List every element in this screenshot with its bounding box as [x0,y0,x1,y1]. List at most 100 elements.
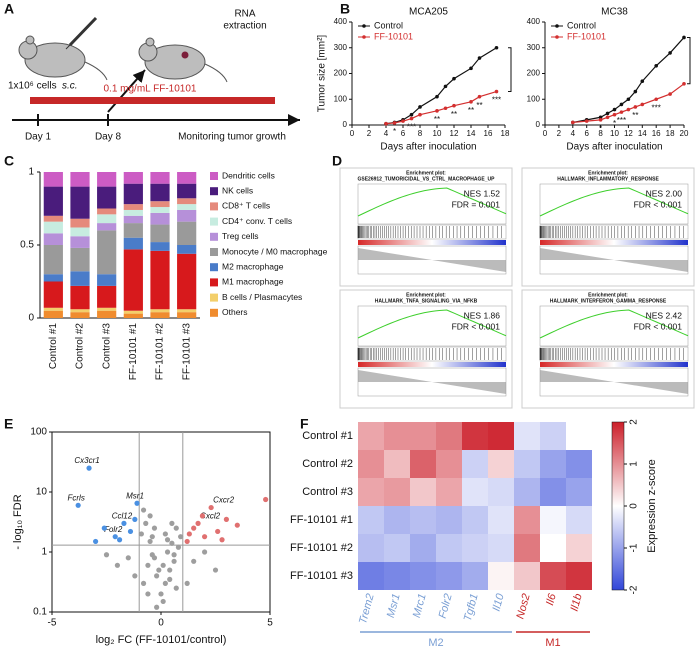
heatmap-cell [566,562,592,590]
heatmap-cell [358,450,384,478]
significance: * [599,124,602,133]
significance: ** [451,110,457,119]
x-tick-label: 18 [666,129,675,138]
heatmap-cell [514,506,540,534]
x-axis-label: Days after inoculation [380,142,476,153]
legend-swatch [210,248,218,256]
series-line [572,37,685,124]
heatmap-cell [488,450,514,478]
gsea-rank-metric [540,370,688,394]
bar-segment [97,208,117,215]
data-point [140,580,147,586]
bar-segment [70,285,90,310]
significance: * [393,127,396,136]
y-tick-label: 100 [334,94,348,103]
legend-swatch [210,293,218,302]
legend-swatch [210,202,218,211]
data-point [584,119,589,123]
data-point [640,102,645,107]
x-tick-label: -5 [48,618,57,629]
data-point [164,537,171,543]
data-point [494,45,499,50]
bar-segment [123,313,143,318]
bar-segment [43,281,63,308]
x-tick-label: 12 [624,129,633,138]
legend-swatch [210,278,218,287]
data-point [158,591,164,597]
data-point [127,528,134,535]
data-point [175,544,182,550]
gsea-curve [539,309,689,339]
heatmap-cell [358,506,384,534]
x-tick-label: 14 [638,129,647,138]
mouse [144,44,206,80]
data-point [145,591,151,597]
heatmap-cell [436,450,462,478]
syringe [68,16,98,47]
y-tick-label: 0 [536,120,541,129]
x-tick-label: FF-10101 #3 [181,323,192,381]
tumor [181,51,189,59]
bar-segment [150,183,170,202]
gsea-plot: Enrichment plot:GSE26912_TUMORICIDAL_VS_… [339,167,513,287]
bar-segment [177,198,197,205]
data-point [199,513,206,519]
bar-segment [177,312,197,318]
bar-segment [97,214,117,224]
data-point [418,105,422,109]
data-point [401,119,405,123]
bar-segment [177,253,197,310]
legend-marker [555,35,559,39]
series-line [572,83,685,124]
bar-segment [97,307,117,311]
data-point [101,525,107,531]
data-point [156,567,162,573]
x-tick-label: 4 [384,129,389,138]
legend-label: Dendritic cells [222,170,275,180]
x-tick-label: 16 [652,129,661,138]
column-label: Nos2 [514,592,532,620]
x-tick-label: 8 [418,129,423,138]
row-label: Control #3 [302,486,353,498]
data-point [633,105,638,109]
data-point [409,112,414,117]
colorbar-tick-label: 0 [629,503,640,509]
gsea-curve [357,309,507,339]
gsea-es-box [539,183,689,225]
heatmap-cell [410,450,436,478]
bar-segment [123,249,143,311]
heatmap-cell [488,478,514,506]
data-point [443,106,448,111]
gsea-title: HALLMARK_INFLAMMATORY_RESPONSE [557,176,659,182]
data-point [654,97,658,102]
data-point [598,115,603,120]
point-label: Cxcr2 [213,496,234,505]
colorbar [611,421,625,591]
bar-segment [43,186,63,216]
y-tick-label: 1 [41,547,47,558]
heatmap-cell [358,422,384,450]
column-label: Il6 [544,592,559,607]
column-label: Tgfb1 [462,592,481,622]
bar-segment [70,172,90,187]
bar-segment [123,204,143,210]
data-point [212,567,219,573]
data-point [202,549,208,555]
significance: ** [468,106,474,115]
bar-segment [123,237,143,250]
bar-segment [177,245,197,254]
x-tick-label: Control #3 [101,323,112,370]
heatmap-cell [540,562,566,590]
bar-segment [177,209,197,222]
data-point [452,76,456,81]
legend-marker [555,24,559,28]
x-axis-label: Days after inoculation [566,142,662,153]
gsea-rank-box [539,245,689,275]
legend-swatch [210,263,218,272]
column-label: Msr1 [385,592,403,619]
heatmap-cell [488,534,514,562]
heatmap-cell [514,422,540,450]
data-point [668,92,672,96]
data-point [114,562,120,568]
bar-segment [43,215,63,222]
